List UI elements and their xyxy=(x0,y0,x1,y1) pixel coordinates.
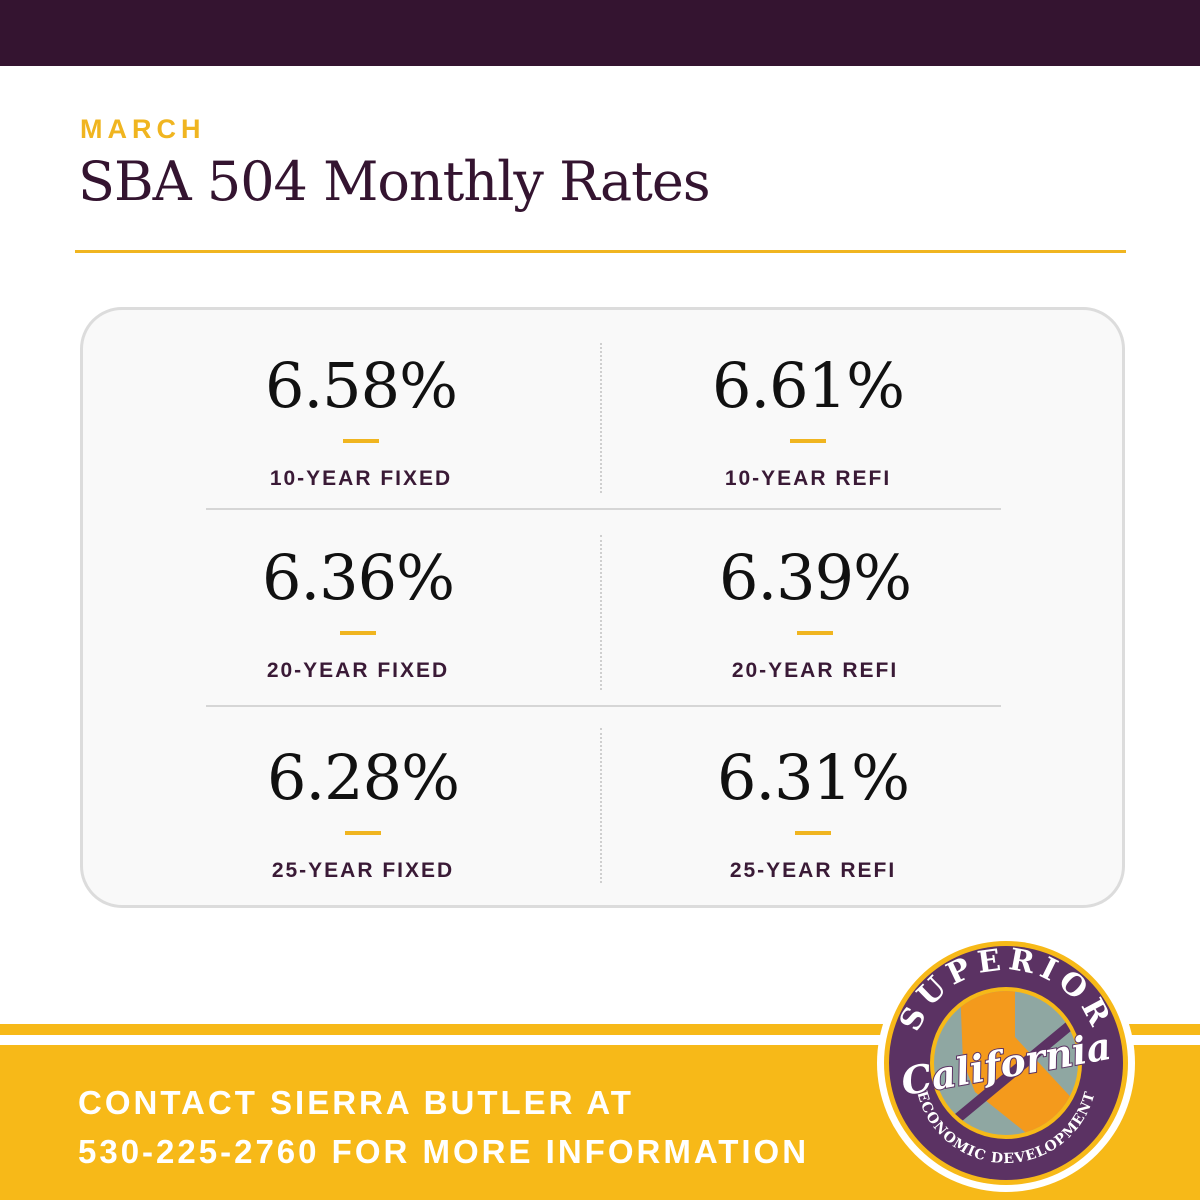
rate-accent-dash xyxy=(340,631,376,635)
page-title: SBA 504 Monthly Rates xyxy=(78,150,711,213)
rate-cell-10-year-fixed: 6.58% 10-YEAR FIXED xyxy=(161,355,561,491)
column-divider xyxy=(600,343,602,493)
rate-value: 6.58% xyxy=(265,349,458,422)
rate-value: 6.39% xyxy=(719,541,912,614)
rate-label: 20-YEAR REFI xyxy=(731,659,899,682)
contact-line-1: CONTACT SIERRA BUTLER AT xyxy=(78,1084,634,1121)
column-divider xyxy=(600,535,602,690)
rate-cell-10-year-refi: 6.61% 10-YEAR REFI xyxy=(608,355,1008,491)
column-divider xyxy=(600,728,602,883)
month-eyebrow: MARCH xyxy=(80,114,206,144)
rate-label: 20-YEAR FIXED xyxy=(266,659,450,682)
rate-value: 6.31% xyxy=(717,741,910,814)
rate-label: 25-YEAR FIXED xyxy=(271,859,455,882)
rate-accent-dash xyxy=(790,439,826,443)
rate-cell-20-year-refi: 6.39% 20-YEAR REFI xyxy=(615,547,1015,683)
rate-accent-dash xyxy=(795,831,831,835)
superior-california-logo: SUPERIOR ECONOMIC DEVELOPMENT California xyxy=(877,934,1135,1192)
row-divider xyxy=(206,705,1001,707)
rate-value: 6.36% xyxy=(262,541,455,614)
contact-line-2: 530-225-2760 FOR MORE INFORMATION xyxy=(78,1133,810,1170)
rate-accent-dash xyxy=(343,439,379,443)
footer-stripe xyxy=(0,1024,1200,1035)
rate-value: 6.28% xyxy=(267,741,460,814)
rate-label: 10-YEAR FIXED xyxy=(269,467,453,490)
title-divider xyxy=(75,250,1126,253)
rate-accent-dash xyxy=(797,631,833,635)
rate-label: 10-YEAR REFI xyxy=(724,467,892,490)
rate-cell-20-year-fixed: 6.36% 20-YEAR FIXED xyxy=(158,547,558,683)
logo-cross-stroke xyxy=(934,1013,1078,1135)
contact-info: CONTACT SIERRA BUTLER AT 530-225-2760 FO… xyxy=(78,1078,938,1176)
rate-value: 6.61% xyxy=(712,349,905,422)
top-bar xyxy=(0,0,1200,66)
rate-accent-dash xyxy=(345,831,381,835)
rates-card: 6.58% 10-YEAR FIXED 6.61% 10-YEAR REFI 6… xyxy=(80,307,1125,908)
row-divider xyxy=(206,508,1001,510)
rate-cell-25-year-refi: 6.31% 25-YEAR REFI xyxy=(613,747,1013,883)
rate-label: 25-YEAR REFI xyxy=(729,859,897,882)
rate-cell-25-year-fixed: 6.28% 25-YEAR FIXED xyxy=(163,747,563,883)
